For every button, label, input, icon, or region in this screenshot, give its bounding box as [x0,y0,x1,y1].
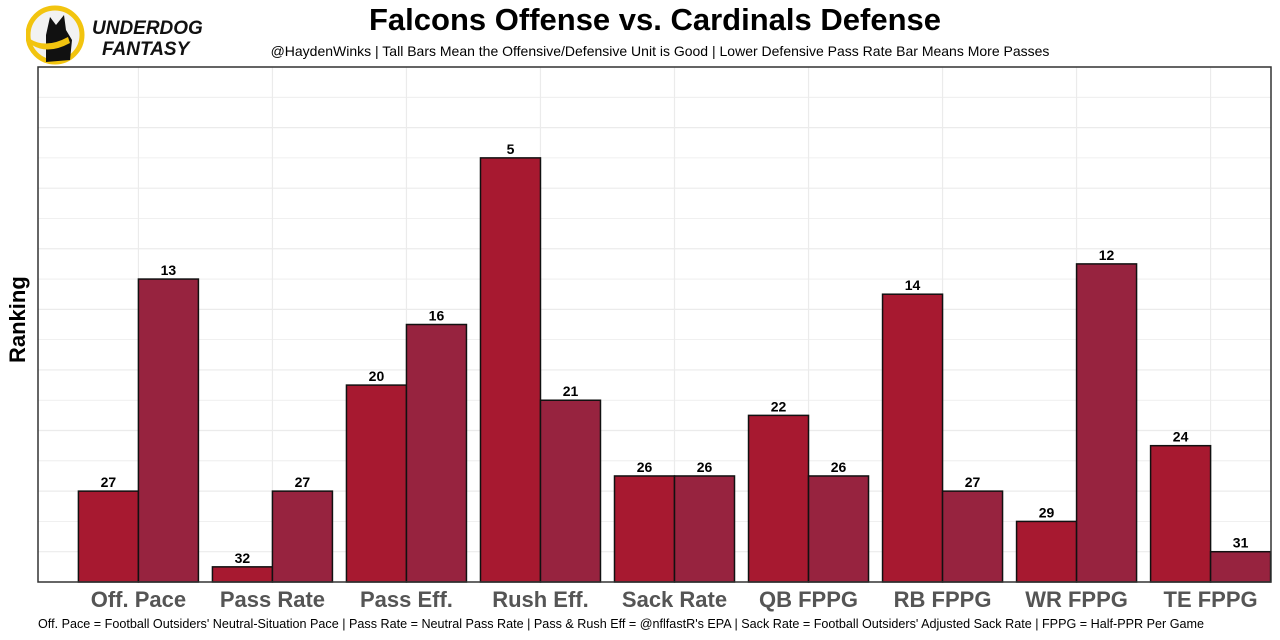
bars [77,157,1272,583]
bar-defense-6 [807,475,870,583]
chart-caption: Off. Pace = Football Outsiders' Neutral-… [38,617,1204,631]
chart-title: Falcons Offense vs. Cardinals Defense [369,2,941,37]
data-label: 5 [507,141,515,157]
data-label: 14 [905,277,921,293]
data-label: 27 [295,474,311,490]
plot-panel-border [37,66,1272,583]
bar-defense-5 [673,475,736,583]
data-label: 22 [771,398,787,414]
data-label: 20 [369,368,385,384]
data-label: 31 [1233,535,1249,551]
bar-defense-9 [1209,550,1272,583]
x-tick-label: Off. Pace [91,587,186,612]
bar-offense-1 [77,490,140,583]
bar-offense-2 [211,566,274,583]
bar-defense-4 [539,399,602,583]
bar-offense-7 [881,293,944,583]
x-tick-label: RB FPPG [894,587,992,612]
data-label: 27 [101,474,117,490]
bar-offense-4 [479,157,542,583]
x-tick-labels: Off. Pace Pass Rate Pass Eff. Rush Eff. Sack… [91,587,1258,612]
data-label: 26 [637,459,653,475]
x-tick-label: QB FPPG [759,587,858,612]
data-label: 13 [161,262,177,278]
underdog-fantasy-logo: UNDERDOG FANTASY [26,5,203,65]
bar-defense-2 [271,490,334,583]
bar-offense-9 [1149,444,1212,583]
bar-offense-8 [1015,520,1078,583]
bar-defense-7 [941,490,1004,583]
logo-line1: UNDERDOG [92,18,203,39]
x-tick-label: Sack Rate [622,587,727,612]
bar-defense-1 [137,278,200,583]
x-tick-label: Pass Eff. [360,587,453,612]
data-label: 29 [1039,504,1055,520]
data-label: 27 [965,474,981,490]
x-tick-label: Rush Eff. [492,587,589,612]
data-label: 32 [235,550,251,566]
x-tick-label: TE FPPG [1164,587,1258,612]
underdog-dog-icon [26,5,85,65]
data-label: 24 [1173,429,1189,445]
bar-offense-3 [345,384,408,583]
bar-offense-5 [613,475,676,583]
bar-defense-3 [405,323,468,583]
data-label: 26 [697,459,713,475]
chart-subtitle: @HaydenWinks | Tall Bars Mean the Offens… [270,43,1050,59]
x-tick-label: Pass Rate [220,587,325,612]
data-label: 12 [1099,247,1115,263]
bar-defense-8 [1075,263,1138,583]
bar-offense-6 [747,414,810,583]
data-label: 16 [429,308,445,324]
x-tick-label: WR FPPG [1025,587,1128,612]
data-labels: 27 13 32 27 20 16 5 21 26 26 22 26 14 27 29 12 24 31 [101,141,1249,566]
data-label: 26 [831,459,847,475]
data-label: 21 [563,383,579,399]
logo-line2: FANTASY [102,39,192,60]
